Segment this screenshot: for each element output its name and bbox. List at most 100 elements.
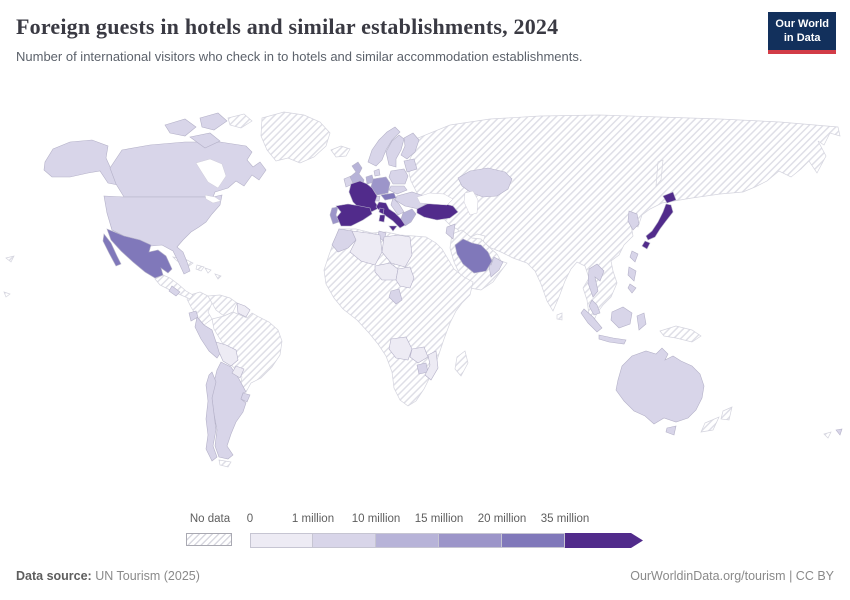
country-sweden[interactable]: [385, 134, 405, 168]
country-libya[interactable]: [381, 234, 413, 268]
new-caledonia-speck: [823, 431, 832, 439]
country-philippines-1[interactable]: [627, 266, 637, 282]
arctic-island-2: [199, 112, 228, 131]
country-uruguay[interactable]: [240, 392, 251, 403]
country-madagascar[interactable]: [454, 350, 469, 377]
country-cameroon[interactable]: [388, 288, 403, 305]
country-kazakhstan[interactable]: [457, 167, 513, 198]
legend-tick-label: 35 million: [540, 513, 590, 525]
country-japan-kyushu[interactable]: [641, 240, 651, 250]
region-baja-california: [102, 233, 122, 267]
hawaii-speck: [5, 255, 15, 263]
island-sri-lanka: [556, 312, 563, 321]
island-sulawesi[interactable]: [636, 312, 647, 331]
region-malay-peninsula[interactable]: [588, 299, 601, 316]
country-poland[interactable]: [388, 168, 409, 185]
country-chile[interactable]: [205, 371, 218, 462]
region-central-america[interactable]: [154, 274, 194, 300]
country-angola[interactable]: [388, 336, 413, 361]
region-czech-slovakia[interactable]: [388, 185, 408, 195]
page-title: Foreign guests in hotels and similar est…: [16, 14, 559, 39]
region-costa-rica[interactable]: [168, 285, 181, 297]
island-sumatra[interactable]: [580, 308, 603, 333]
country-denmark[interactable]: [373, 168, 381, 177]
legend-bin-0[interactable]: [250, 533, 313, 548]
country-mexico[interactable]: [106, 228, 173, 279]
legend-tick-label: 0: [246, 513, 254, 525]
legend-bin-5[interactable]: [565, 533, 643, 548]
country-australia[interactable]: [615, 347, 705, 425]
country-papua-new-guinea[interactable]: [659, 325, 702, 343]
fiji-speck: [835, 428, 843, 436]
owid-logo-line2: in Data: [783, 32, 821, 45]
country-zambia[interactable]: [409, 346, 429, 364]
island-borneo[interactable]: [610, 306, 633, 329]
country-south-korea[interactable]: [627, 210, 640, 231]
footer-link[interactable]: OurWorldinData.org/tourism | CC BY: [630, 569, 834, 583]
arctic-island-1: [164, 118, 197, 137]
island-sardinia: [378, 214, 386, 223]
country-ecuador[interactable]: [188, 310, 199, 322]
country-philippines-2: [627, 283, 637, 294]
great-lakes: [204, 194, 222, 204]
legend-tick-label: 15 million: [414, 513, 464, 525]
island-sakhalin: [655, 159, 664, 188]
legend-bin-1[interactable]: [313, 533, 376, 548]
legend-bin-2[interactable]: [376, 533, 439, 548]
country-mozambique[interactable]: [424, 350, 439, 381]
country-algeria[interactable]: [349, 230, 383, 266]
legend-tick-labels: 0 1 million 10 million 15 million 20 million…: [246, 513, 650, 527]
region-alaska[interactable]: [43, 139, 119, 186]
country-bolivia[interactable]: [215, 341, 239, 367]
country-japan-hokkaido[interactable]: [662, 191, 677, 204]
legend-bin-4[interactable]: [502, 533, 565, 548]
country-japan-honshu[interactable]: [645, 203, 674, 241]
legend-tick-label: 1 million: [291, 513, 335, 525]
region-eurasia-no-data[interactable]: [406, 114, 841, 324]
pacific-speck: [3, 291, 11, 298]
country-spain[interactable]: [335, 203, 373, 227]
island-corsica: [378, 207, 385, 215]
legend-tick-label: 10 million: [351, 513, 401, 525]
legend-color-bar: [250, 533, 643, 548]
region-balkans[interactable]: [390, 197, 405, 216]
island-java[interactable]: [598, 334, 627, 345]
country-new-zealand-north[interactable]: [720, 406, 733, 421]
legend-bin-3[interactable]: [439, 533, 502, 548]
caribbean-speck-1: [204, 267, 212, 274]
hudson-bay: [195, 158, 227, 189]
arctic-island-hatched[interactable]: [227, 113, 253, 129]
country-peru[interactable]: [194, 316, 222, 359]
country-greenland[interactable]: [260, 111, 331, 164]
country-chad[interactable]: [395, 266, 415, 289]
country-iceland[interactable]: [330, 145, 351, 158]
island-hispaniola[interactable]: [195, 264, 205, 272]
country-paraguay[interactable]: [231, 365, 245, 379]
footer-source-value: UN Tourism (2025): [95, 569, 200, 583]
country-finland[interactable]: [400, 132, 420, 160]
black-sea: [416, 192, 454, 206]
country-taiwan[interactable]: [629, 250, 639, 263]
owid-logo[interactable]: Our World in Data: [768, 12, 836, 54]
owid-logo-line1: Our World: [775, 18, 829, 30]
caribbean-speck-2: [214, 273, 222, 280]
country-new-zealand-south[interactable]: [700, 416, 720, 433]
country-thailand[interactable]: [587, 263, 605, 298]
legend-tick-label: 20 million: [477, 513, 527, 525]
country-canada[interactable]: [109, 141, 267, 198]
footer-source: Data source: UN Tourism (2025): [16, 569, 200, 583]
island-sicily: [388, 225, 398, 232]
country-brazil[interactable]: [211, 311, 283, 393]
country-portugal[interactable]: [329, 206, 340, 225]
region-levant[interactable]: [445, 223, 456, 240]
arctic-island-3: [189, 132, 221, 149]
country-saudi-arabia[interactable]: [454, 238, 493, 274]
country-norway[interactable]: [367, 126, 401, 167]
island-tierra-del-fuego: [218, 459, 232, 468]
page-subtitle: Number of international visitors who che…: [16, 49, 583, 64]
country-austria[interactable]: [380, 192, 397, 201]
region-baltics[interactable]: [403, 158, 418, 173]
region-guyanas[interactable]: [236, 302, 251, 318]
legend-no-data-swatch[interactable]: [186, 533, 232, 546]
